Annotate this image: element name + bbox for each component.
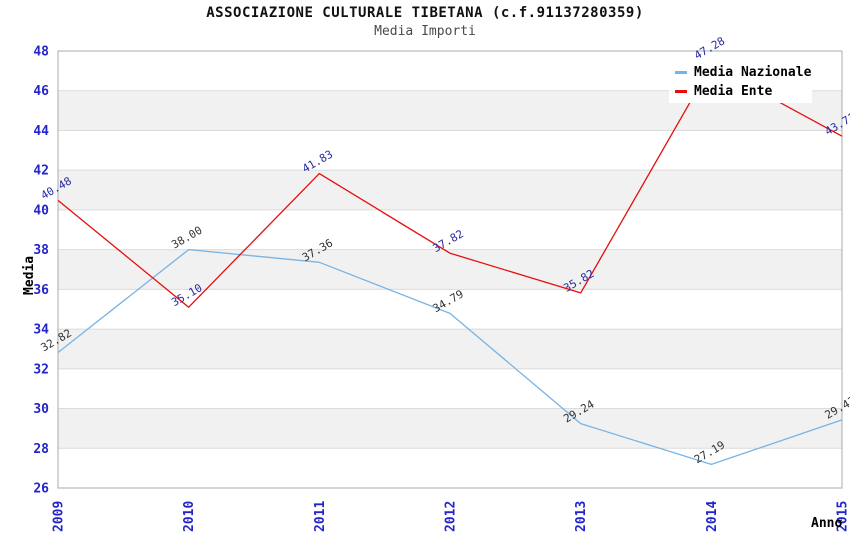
legend-label-media-nazionale: Media Nazionale — [694, 65, 812, 80]
y-tick-label: 32 — [33, 362, 49, 377]
plot-band — [58, 130, 842, 171]
chart-title: ASSOCIAZIONE CULTURALE TIBETANA (c.f.911… — [206, 5, 644, 21]
y-tick-label: 30 — [33, 402, 49, 417]
x-tick-label: 2012 — [444, 501, 459, 532]
legend-swatch-media-nazionale — [675, 71, 687, 74]
plot-band — [58, 289, 842, 330]
chart-subtitle: Media Importi — [374, 24, 476, 39]
legend-label-media-ente: Media Ente — [694, 84, 773, 99]
series-line-media-nazionale — [57, 248, 843, 466]
y-tick-label: 44 — [33, 124, 49, 139]
legend: Media Nazionale Media Ente — [669, 56, 812, 103]
y-tick-label: 48 — [33, 45, 49, 60]
y-tick-label: 34 — [33, 323, 49, 338]
y-tick-label: 28 — [33, 442, 49, 457]
y-tick-label: 42 — [33, 164, 49, 179]
plot-band — [58, 209, 842, 250]
plot-band — [58, 448, 842, 488]
y-tick-label: 26 — [33, 482, 49, 497]
x-tick-label: 2009 — [52, 501, 67, 532]
legend-swatch-media-ente — [675, 90, 687, 93]
plot-border — [57, 50, 843, 489]
x-axis-title: Anno — [811, 516, 843, 531]
x-tick-label: 2014 — [705, 501, 720, 532]
plot-band — [58, 170, 842, 210]
y-tick-label: 38 — [33, 243, 49, 258]
plot-band — [58, 368, 842, 409]
plot-band — [58, 329, 842, 369]
x-tick-label: 2013 — [574, 501, 589, 532]
legend-item-media-nazionale: Media Nazionale — [675, 63, 812, 82]
plot-band — [58, 249, 842, 290]
y-tick-label: 40 — [33, 203, 49, 218]
y-tick-label: 36 — [33, 283, 49, 298]
x-tick-label: 2010 — [182, 501, 197, 532]
legend-item-media-ente: Media Ente — [675, 82, 812, 101]
plot-band — [58, 408, 842, 449]
x-tick-label: 2015 — [836, 501, 850, 532]
y-tick-label: 46 — [33, 84, 49, 99]
x-tick-label: 2011 — [313, 501, 328, 532]
